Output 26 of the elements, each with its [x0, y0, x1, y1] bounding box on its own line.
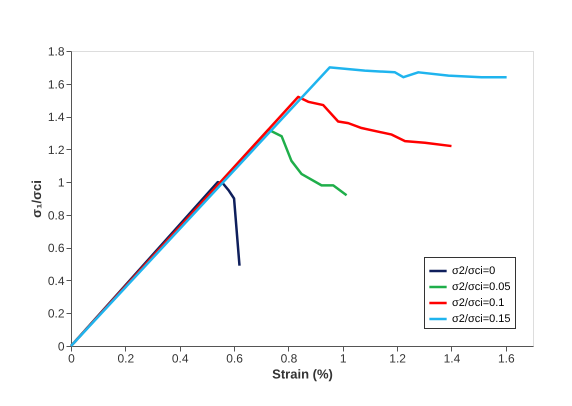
x-tick-label: 0.8 — [280, 352, 298, 366]
x-tick-label: 0.2 — [118, 352, 135, 366]
x-tick-label: 0.6 — [226, 352, 244, 366]
x-tick-label: 1.6 — [498, 352, 515, 366]
y-tick-label: 1.4 — [48, 110, 65, 124]
x-tick-label: 1.2 — [389, 352, 406, 366]
legend-label: σ2/σci=0.1 — [452, 297, 504, 309]
x-axis-title: Strain (%) — [272, 366, 333, 382]
x-tick-label: 1 — [340, 352, 347, 366]
x-tick-label: 1.4 — [444, 352, 461, 366]
y-tick-label: 1.6 — [48, 77, 65, 92]
legend-label: σ2/σci=0.15 — [452, 313, 511, 325]
y-tick-label: 0.4 — [48, 274, 65, 288]
x-tick-label: 0 — [68, 352, 76, 366]
y-tick-label: 1.2 — [48, 142, 65, 157]
legend-label: σ2/σci=0.05 — [452, 281, 511, 293]
line-series — [70, 66, 508, 348]
y-tick-label: 1.8 — [48, 44, 65, 58]
x-tick-label: 0.4 — [172, 352, 189, 366]
y-tick-label: 0 — [58, 340, 65, 354]
y-tick-label: 0.6 — [48, 241, 65, 256]
y-tick-label: 0.2 — [48, 306, 65, 321]
y-tick-label: 0.8 — [48, 208, 65, 222]
y-tick-label: 1 — [58, 176, 65, 190]
legend-label: σ2/σci=0 — [452, 265, 496, 277]
y-axis-title: σ₁/σci — [28, 180, 44, 218]
